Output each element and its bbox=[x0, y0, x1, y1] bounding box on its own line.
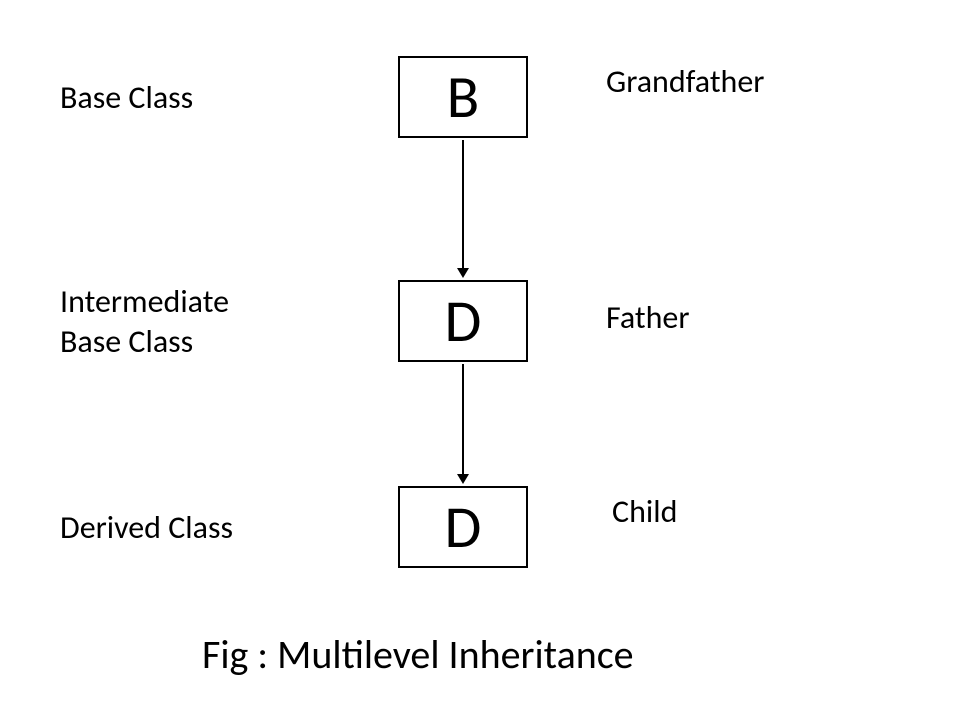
node-letter: B bbox=[447, 61, 480, 134]
node-letter: D bbox=[445, 285, 482, 358]
node-box-grandfather: B bbox=[398, 56, 528, 138]
label-father: Father bbox=[606, 298, 689, 338]
label-child: Child bbox=[612, 492, 677, 532]
node-box-father: D bbox=[398, 280, 528, 362]
arrow-father-child bbox=[455, 364, 471, 484]
label-derived-class: Derived Class bbox=[60, 508, 233, 548]
label-base-class: Base Class bbox=[60, 78, 193, 118]
node-letter: D bbox=[445, 491, 482, 564]
label-intermediate-base-class: Intermediate Base Class bbox=[60, 282, 229, 362]
figure-caption: Fig : Multilevel Inheritance bbox=[202, 630, 634, 680]
node-box-child: D bbox=[398, 486, 528, 568]
arrow-grandfather-father bbox=[455, 140, 471, 278]
label-grandfather: Grandfather bbox=[606, 62, 764, 102]
diagram-canvas: B D D Base Class Intermediate Base Class… bbox=[0, 0, 960, 720]
